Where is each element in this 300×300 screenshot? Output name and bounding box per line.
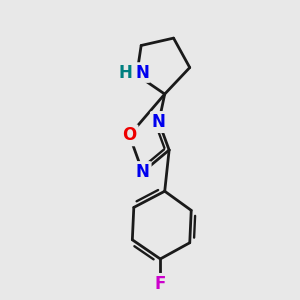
Text: F: F	[154, 275, 166, 293]
Text: N: N	[152, 113, 166, 131]
Text: H: H	[118, 64, 133, 82]
Text: O: O	[122, 126, 136, 144]
Text: N: N	[135, 64, 149, 82]
Text: N: N	[136, 163, 150, 181]
